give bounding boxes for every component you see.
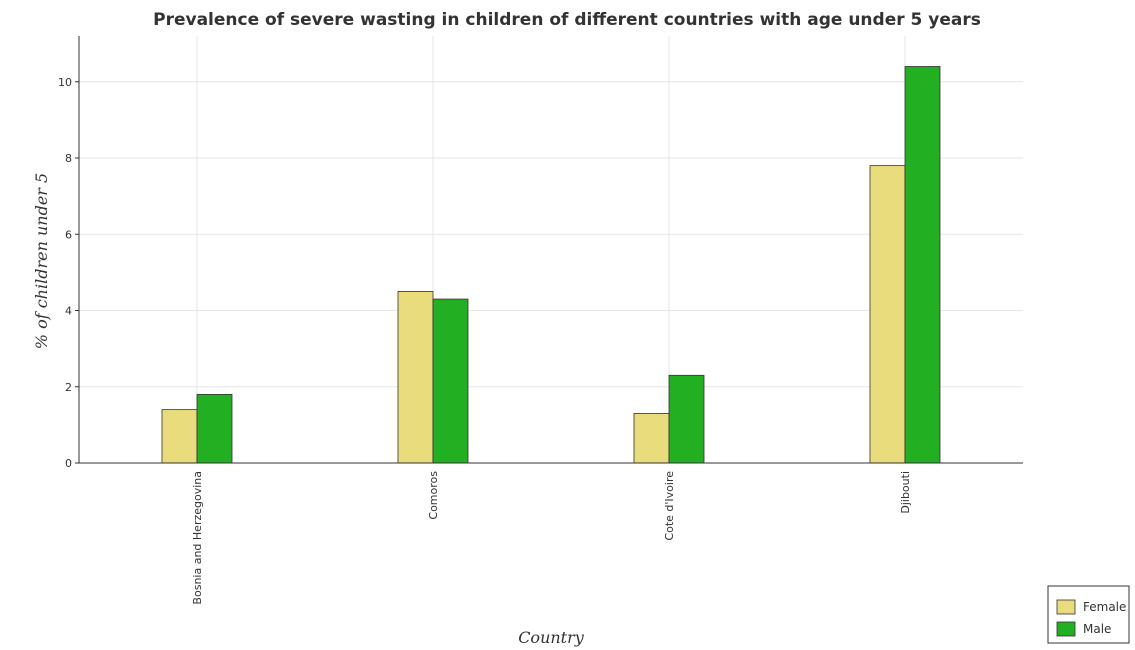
y-axis-label: % of children under 5 bbox=[32, 173, 51, 349]
y-tick-label: 2 bbox=[65, 381, 72, 394]
bar-female bbox=[633, 413, 670, 464]
legend-label-female: Female bbox=[1083, 600, 1126, 614]
legend: Female Male bbox=[1047, 585, 1130, 644]
x-axis-label: Country bbox=[518, 628, 585, 647]
bar-male bbox=[432, 298, 469, 464]
y-tick-label: 10 bbox=[58, 76, 72, 89]
bar-male bbox=[668, 374, 705, 464]
legend-label-male: Male bbox=[1083, 622, 1111, 636]
y-tick-label: 8 bbox=[65, 152, 72, 165]
axes bbox=[75, 36, 1023, 464]
bars bbox=[161, 66, 941, 464]
legend-swatch-male bbox=[1056, 621, 1076, 637]
bar-female bbox=[161, 409, 198, 464]
legend-swatch-female bbox=[1056, 599, 1076, 615]
y-tick-label: 0 bbox=[65, 457, 72, 470]
x-tick-label: Djibouti bbox=[899, 471, 912, 514]
y-tick-labels: 0 2 4 6 8 10 bbox=[58, 76, 72, 470]
y-tick-label: 4 bbox=[65, 305, 72, 318]
x-tick-label: Comoros bbox=[427, 471, 440, 520]
y-tick-label: 6 bbox=[65, 228, 72, 241]
chart-title: Prevalence of severe wasting in children… bbox=[153, 10, 981, 30]
x-tick-label: Cote d'Ivoire bbox=[663, 471, 676, 541]
x-tick-label: Bosnia and Herzegovina bbox=[191, 471, 204, 605]
bar-male bbox=[904, 66, 941, 464]
bar-female bbox=[869, 165, 906, 464]
bar-female bbox=[397, 291, 434, 464]
bar-male bbox=[196, 393, 233, 464]
x-tick-labels: Bosnia and Herzegovina Comoros Cote d'Ivoi… bbox=[191, 471, 912, 605]
